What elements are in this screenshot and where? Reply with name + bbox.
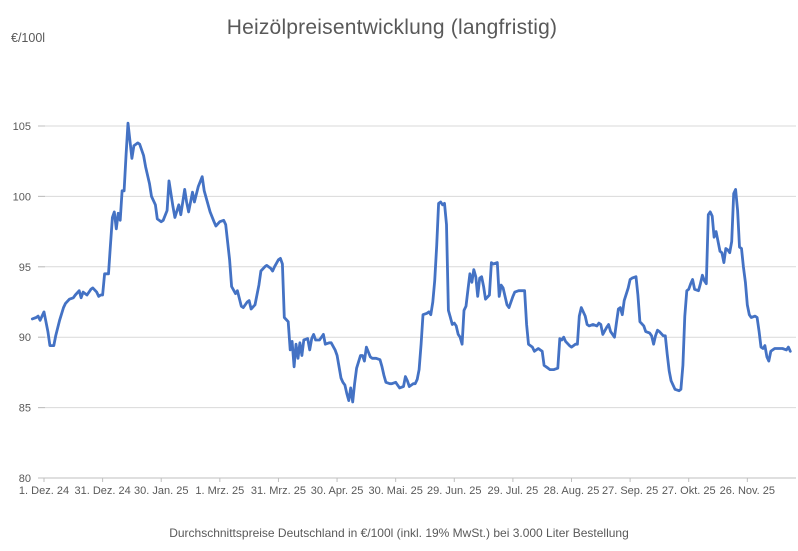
x-axis-tick-label: 30. Apr. 25	[311, 485, 364, 497]
x-axis-tick-label: 29. Jun. 25	[427, 485, 481, 497]
x-axis-tick-label: 31. Dez. 24	[74, 485, 130, 497]
x-axis-tick-label: 1. Mrz. 25	[195, 485, 244, 497]
x-axis-tick-label: 26. Nov. 25	[720, 485, 775, 497]
footer-caption: Durchschnittspreise Deutschland in €/100…	[169, 526, 629, 540]
x-axis-tick-label: 27. Okt. 25	[662, 485, 716, 497]
x-axis-tick-label: 29. Jul. 25	[488, 485, 539, 497]
x-axis-tick-label: 28. Aug. 25	[544, 485, 600, 497]
y-axis-tick-label: 105	[13, 121, 31, 133]
price-line	[30, 121, 792, 404]
x-axis-tick-label: 27. Sep. 25	[602, 485, 658, 497]
y-axis-unit-label: €/100l	[11, 31, 46, 45]
y-axis-tick-label: 95	[19, 262, 31, 274]
y-axis-tick-label: 80	[19, 473, 31, 485]
x-axis-tick-label: 30. Jan. 25	[134, 485, 188, 497]
chart-title: Heizölpreisentwicklung (langfristig)	[226, 16, 558, 39]
y-axis-tick-label: 100	[13, 191, 31, 203]
x-axis-tick-label: 31. Mrz. 25	[251, 485, 306, 497]
y-axis-tick-label: 90	[19, 332, 31, 344]
x-axis-tick-label: 1. Dez. 24	[19, 485, 69, 497]
y-axis-tick-label: 85	[19, 403, 31, 415]
x-axis-tick-label: 30. Mai. 25	[368, 485, 422, 497]
